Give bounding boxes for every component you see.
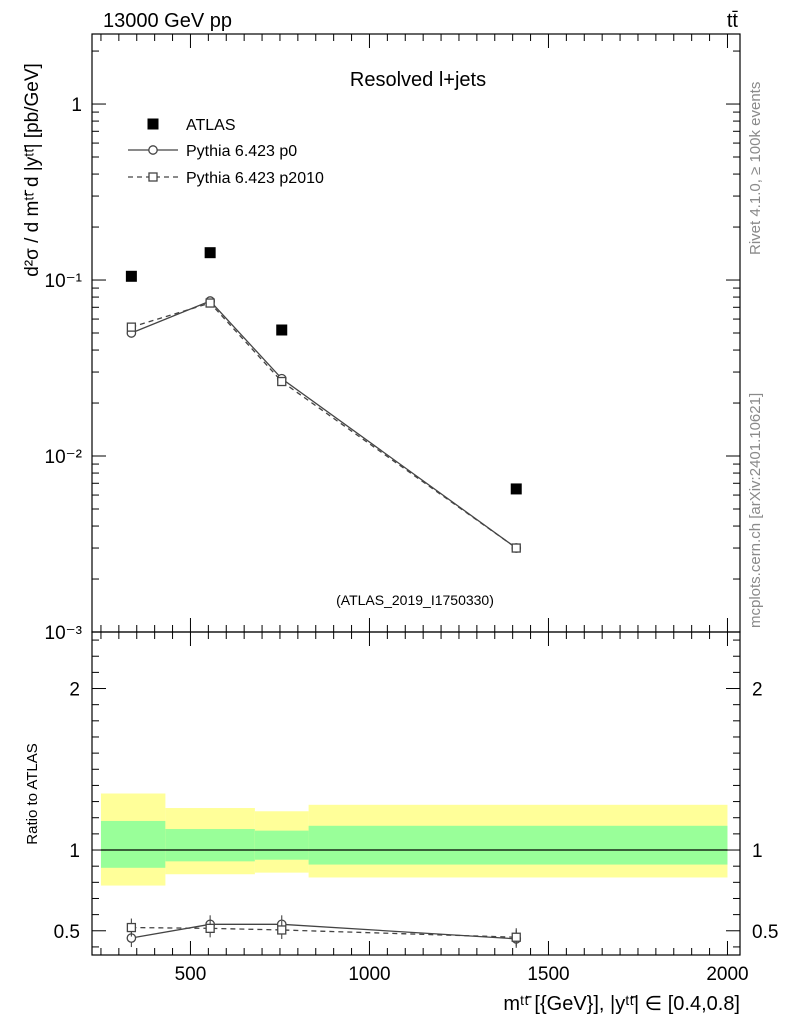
y-tick-label: 1 [71, 95, 82, 116]
legend-label-2: Pythia 6.423 p2010 [186, 170, 324, 187]
header-energy-label: 13000 GeV pp [103, 10, 232, 32]
legend-label-1: Pythia 6.423 p0 [186, 143, 297, 160]
data-point-2-2 [277, 376, 287, 387]
ratio-y-tick-label-left: 1 [69, 841, 80, 862]
uncertainty-band-inner-0 [100, 820, 166, 868]
legend-marker-0 [147, 118, 159, 130]
series-line-2 [131, 302, 517, 549]
data-point-0-3 [510, 483, 522, 495]
analysis-id-watermark: (ATLAS_2019_I1750330) [336, 592, 494, 608]
data-point-0-1 [204, 247, 216, 259]
x-tick-label: 500 [175, 964, 207, 985]
ratio-y-tick-label-left: 0.5 [54, 922, 80, 943]
legend-label-0: ATLAS [186, 117, 236, 134]
main-panel: 1 10⁻¹ 10⁻² 10⁻³ d²σ / d mᵗᵗ̄ d |yᵗᵗ̄| [pb/G… [22, 33, 741, 644]
data-point-0-0 [125, 270, 137, 282]
legend-marker-1 [148, 145, 158, 155]
data-point-0-2 [276, 324, 288, 336]
uncertainty-band-inner-2 [254, 830, 309, 860]
series-line-1 [131, 300, 517, 549]
ratio-y-tick-label-left: 2 [69, 680, 80, 701]
ratio-frame [91, 631, 741, 956]
ratio-point-1-1 [205, 923, 215, 934]
ratio-y-axis-label: Ratio to ATLAS [24, 743, 41, 844]
legend-marker-2 [148, 172, 158, 182]
main-y-axis-label: d²σ / d mᵗᵗ̄ d |yᵗᵗ̄| [pb/GeV] [22, 63, 43, 277]
ratio-y-tick-label-right: 2 [752, 680, 763, 701]
ratio-point-1-0 [126, 922, 137, 933]
ratio-y-tick-label-right: 1 [752, 841, 763, 862]
header-process-label: tt̄ [727, 10, 739, 32]
ratio-point-1-3 [511, 932, 521, 942]
data-point-2-0 [126, 322, 137, 332]
mcplots-label: mcplots.cern.ch [arXiv:2401.10621] [747, 393, 764, 628]
x-tick-label: 1500 [527, 964, 569, 985]
ratio-line-1 [131, 926, 517, 938]
y-tick-label: 10⁻¹ [45, 271, 83, 292]
ratio-y-tick-label-right: 0.5 [752, 922, 778, 943]
uncertainty-band-inner-3 [308, 825, 728, 865]
y-tick-label: 10⁻³ [45, 623, 83, 644]
uncertainty-band-inner-1 [165, 829, 255, 862]
ratio-point-1-2 [277, 925, 287, 935]
x-tick-label: 2000 [706, 964, 748, 985]
x-tick-label: 1000 [348, 964, 390, 985]
y-tick-label: 10⁻² [45, 447, 83, 468]
x-axis-label: mᵗᵗ̄ [{GeV}], |yᵗᵗ̄| ∈ [0.4,0.8] [503, 993, 740, 1015]
data-point-2-3 [511, 543, 521, 553]
data-point-2-1 [205, 298, 215, 308]
rivet-version-label: Rivet 4.1.0, ≥ 100k events [747, 82, 764, 255]
plot-title: Resolved l+jets [350, 69, 486, 91]
ratio-line-0 [131, 923, 517, 940]
